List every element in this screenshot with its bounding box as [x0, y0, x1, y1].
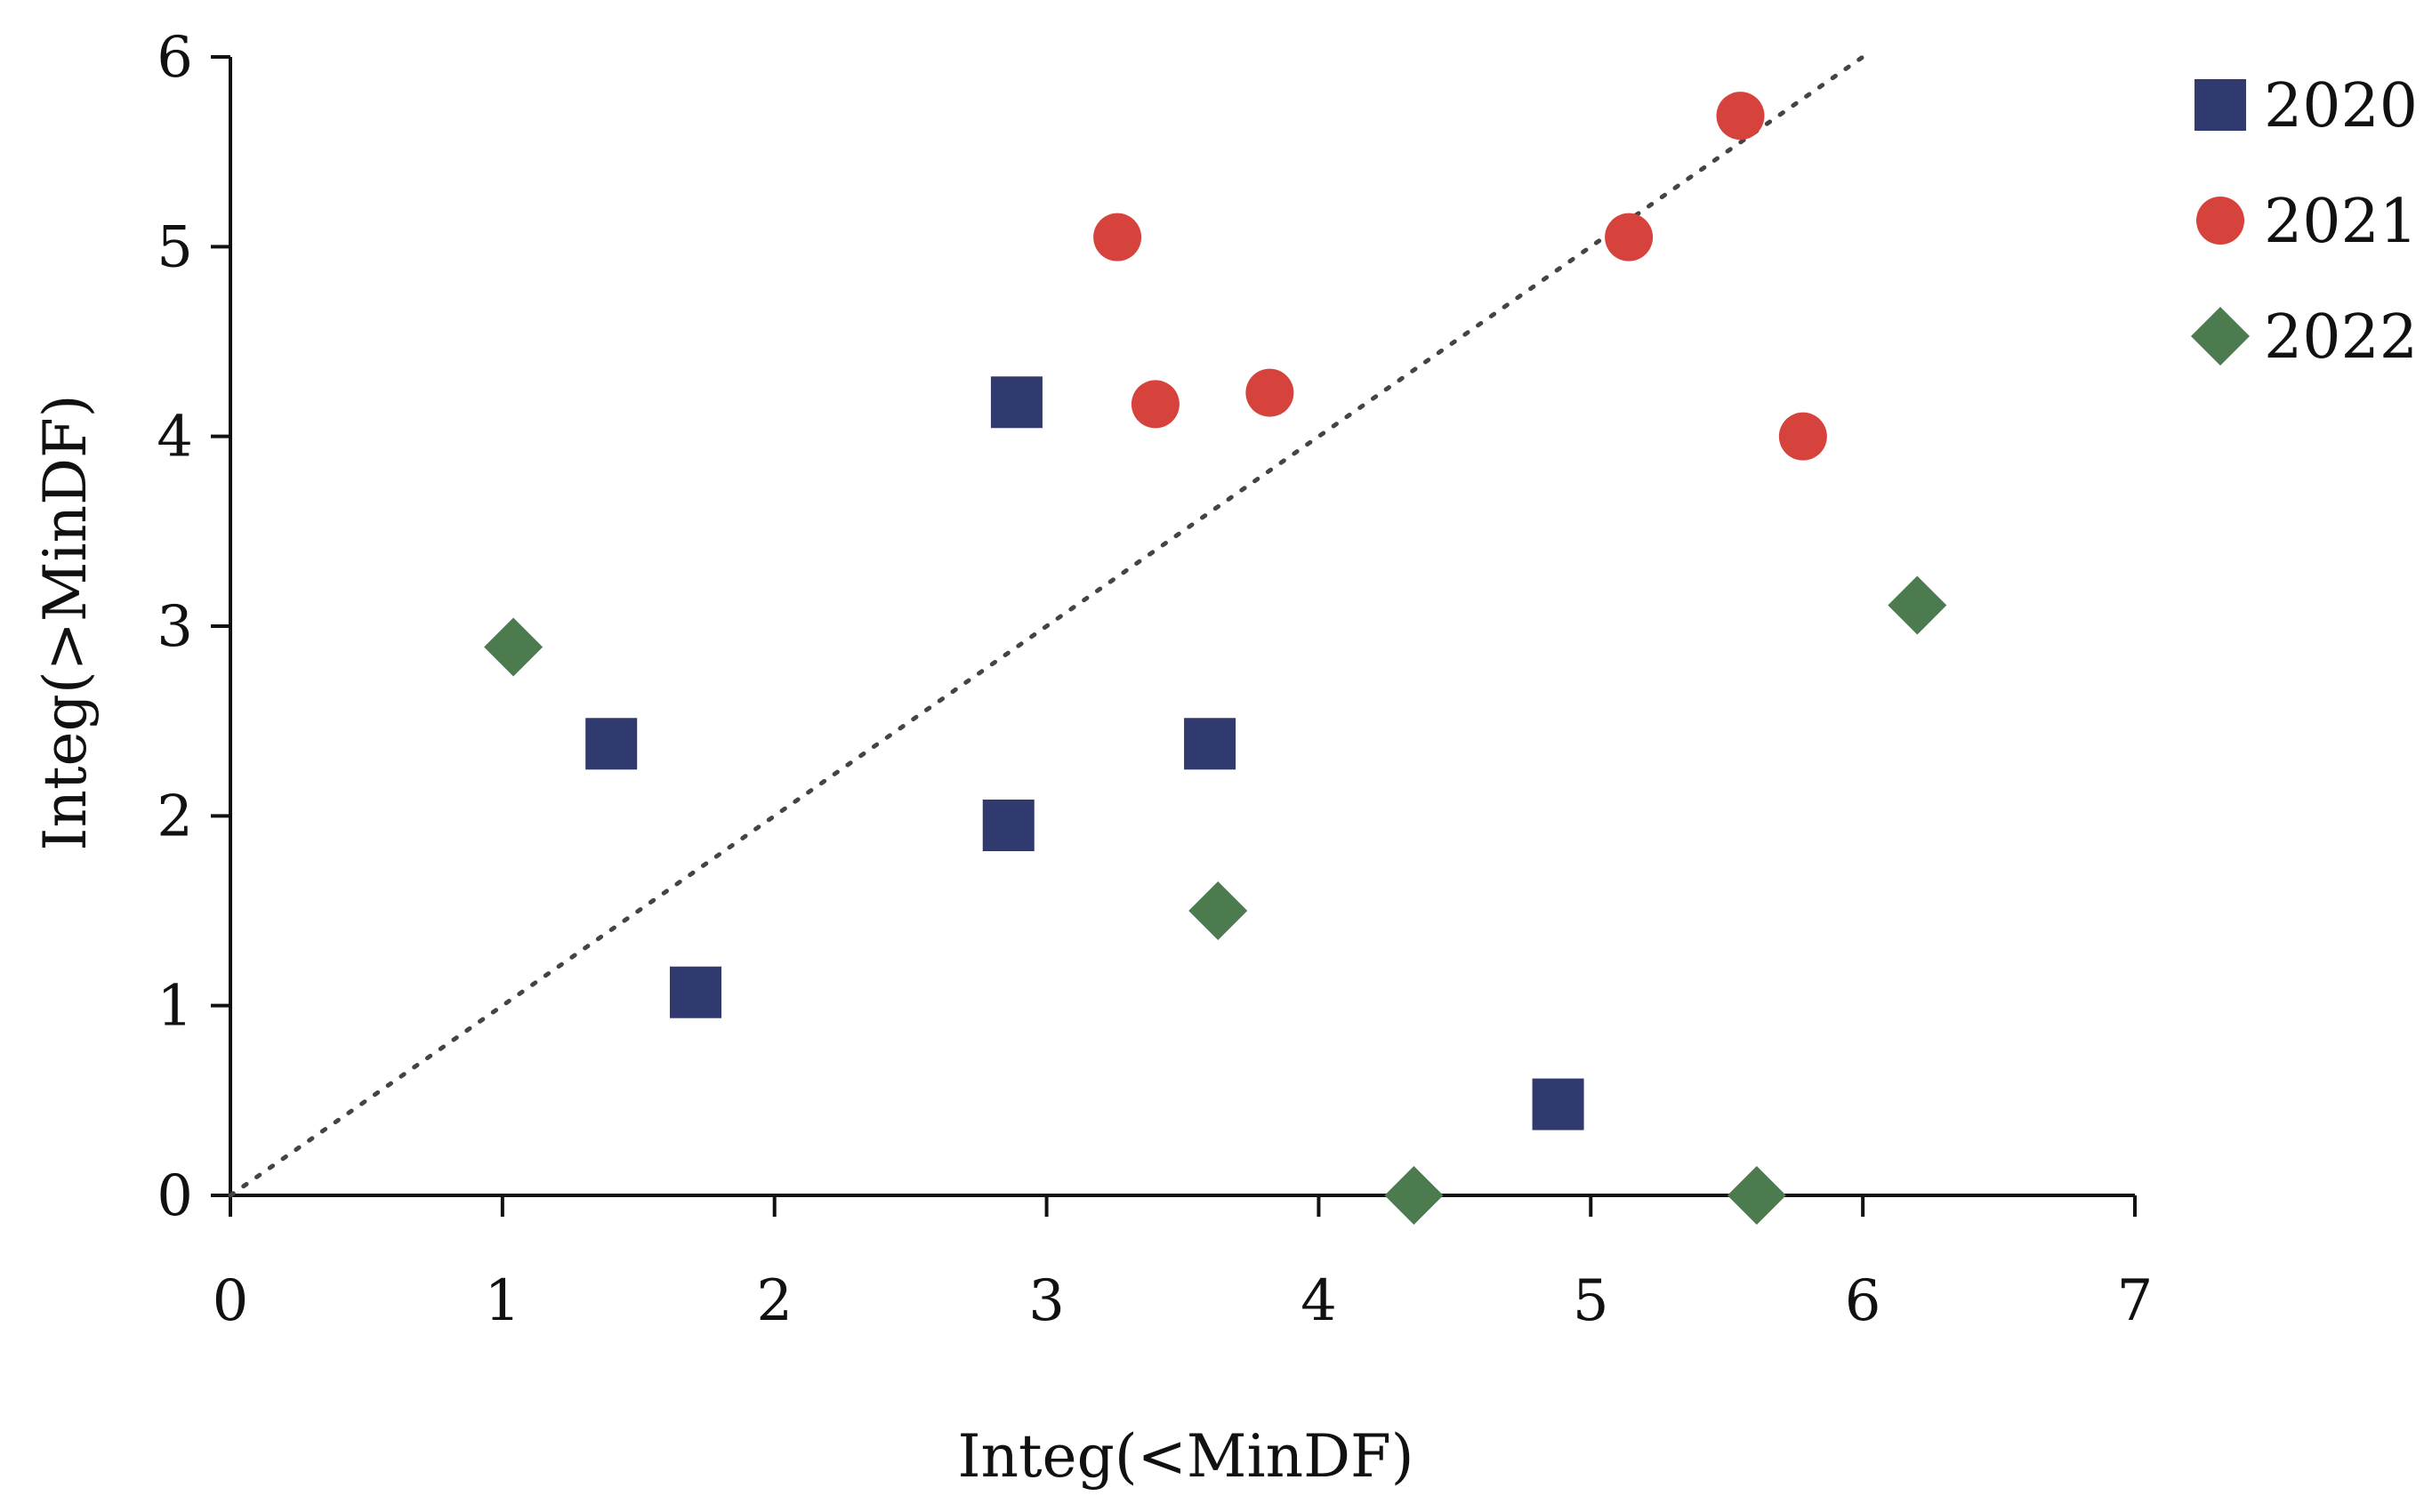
legend-marker-2022 [2191, 307, 2250, 366]
y-tick-label: 3 [157, 594, 193, 660]
point-2022 [1384, 1166, 1444, 1225]
x-tick-label: 0 [213, 1268, 249, 1334]
x-tick-label: 2 [756, 1268, 793, 1334]
point-2022 [1888, 575, 1947, 635]
point-2021 [1716, 92, 1765, 141]
legend-marker-2021 [2196, 197, 2244, 245]
point-2020 [670, 966, 722, 1018]
point-2022 [1727, 1166, 1786, 1225]
point-2020 [990, 376, 1043, 429]
x-tick-label: 5 [1573, 1268, 1609, 1334]
point-2021 [1245, 368, 1294, 417]
legend: 2020 2021 2022 [2191, 71, 2418, 373]
y-tick-label: 1 [157, 974, 193, 1040]
point-2021 [1093, 213, 1142, 261]
axes: 0 1 2 3 4 5 6 0 1 2 3 4 5 6 7 [157, 25, 2153, 1334]
legend-label-2022: 2022 [2264, 302, 2418, 373]
point-2020 [1184, 718, 1236, 770]
point-2021 [1605, 213, 1654, 261]
point-2020 [1532, 1078, 1584, 1130]
y-axis-title: Integ(>MinDF) [31, 394, 100, 850]
data-points [484, 92, 1947, 1225]
point-2022 [484, 617, 544, 677]
point-2022 [1188, 881, 1248, 940]
point-2021 [1778, 412, 1827, 461]
x-tick-label: 1 [484, 1268, 520, 1334]
x-axis-title: Integ(<MinDF) [957, 1422, 1413, 1491]
x-tick-label: 6 [1845, 1268, 1881, 1334]
y-tick-label: 5 [157, 214, 193, 280]
x-tick-label: 3 [1028, 1268, 1065, 1334]
legend-label-2021: 2021 [2264, 187, 2418, 257]
x-tick-label: 4 [1301, 1268, 1337, 1334]
point-2020 [585, 718, 638, 770]
reference-line-group [228, 54, 1865, 1198]
legend-label-2020: 2020 [2264, 71, 2418, 141]
y-tick-label: 2 [157, 784, 193, 849]
point-2020 [982, 800, 1035, 851]
y-tick-label: 0 [157, 1163, 193, 1229]
reference-line [228, 54, 1865, 1198]
x-tick-label: 7 [2117, 1268, 2154, 1334]
y-tick-label: 6 [157, 25, 193, 91]
y-tick-label: 4 [157, 405, 193, 470]
legend-marker-2020 [2194, 79, 2246, 131]
point-2021 [1131, 380, 1180, 429]
